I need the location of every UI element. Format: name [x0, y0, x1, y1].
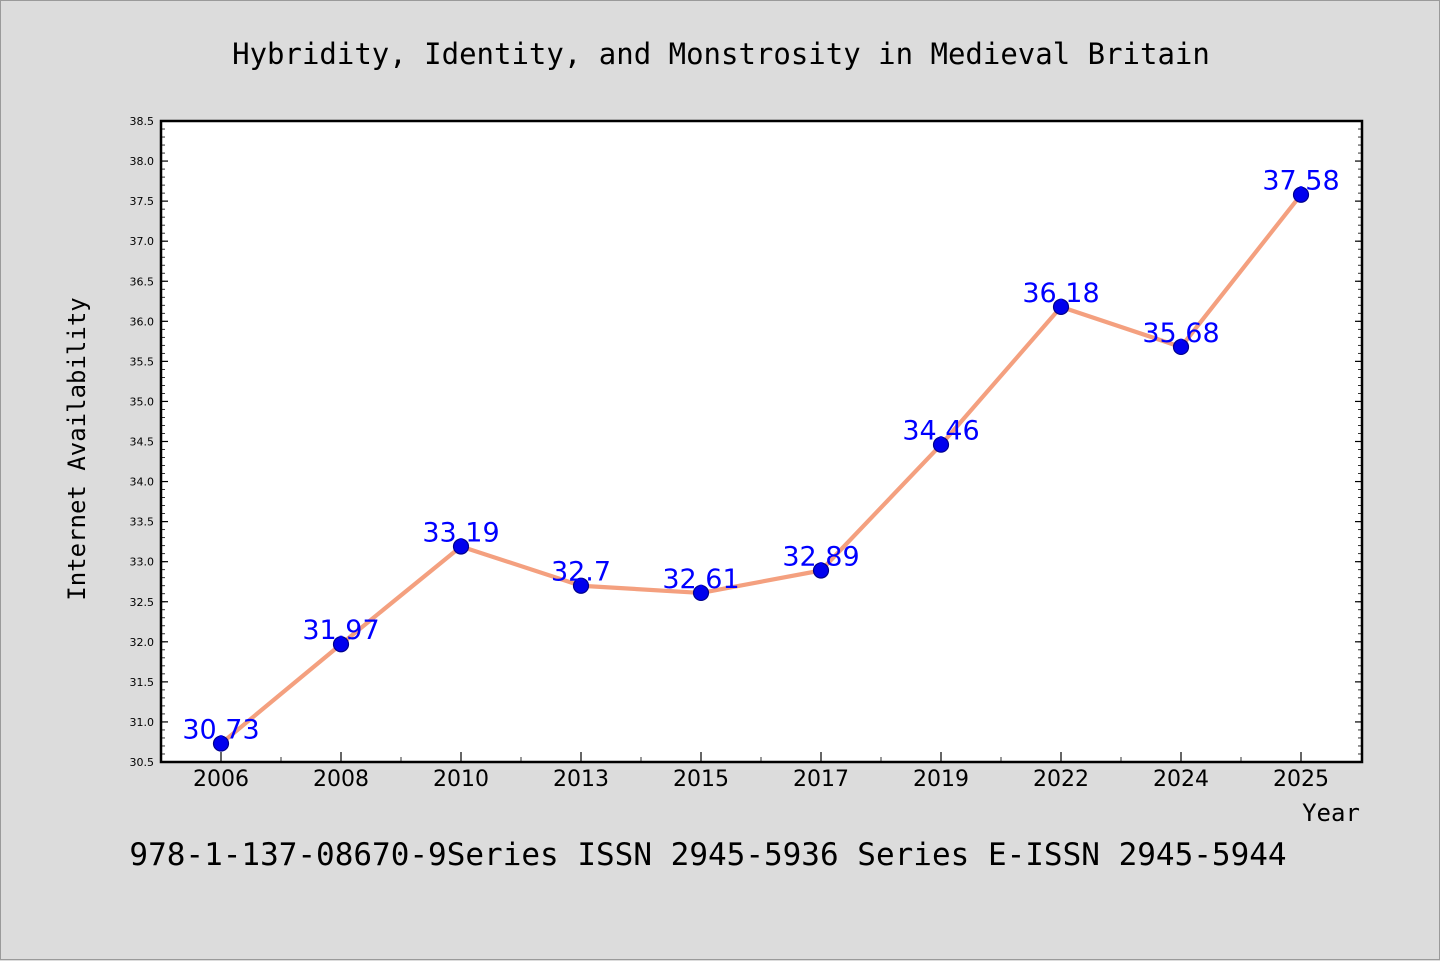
footer-text: 978-1-137-08670-9Series ISSN 2945-5936 S… [129, 837, 1286, 873]
x-tick-label: 2008 [313, 767, 369, 792]
data-point [452, 538, 470, 555]
x-axis-label: Year [1302, 799, 1360, 827]
data-point [572, 577, 590, 594]
data-label: 32.61 [662, 564, 739, 595]
x-tick-label: 2013 [553, 767, 609, 792]
y-tick-label: 36.0 [130, 315, 155, 328]
series-line [218, 192, 1304, 746]
data-point [932, 436, 950, 453]
y-axis-label: Internet Availability [63, 297, 91, 600]
y-tick-label: 34.5 [130, 436, 155, 449]
y-tick-label: 33.0 [130, 556, 155, 569]
data-point [1172, 338, 1190, 356]
data-point [1292, 186, 1310, 203]
x-tick-label: 2006 [193, 767, 249, 792]
y-tick-label: 38.0 [130, 155, 155, 168]
x-axis: 2006 2008 2010 2013 2015 2017 2019 2022 2024 2025 [193, 752, 1329, 792]
data-label: 36.18 [1022, 278, 1099, 309]
y-tick-label: 37.0 [130, 235, 155, 248]
chart-title: Hybridity, Identity, and Monstrosity in … [232, 37, 1210, 71]
y-tick-label: 31.0 [130, 716, 155, 729]
data-label: 30.73 [182, 715, 259, 746]
series-line-group [218, 192, 1304, 746]
data-label: 35.68 [1142, 318, 1219, 349]
y-tick-label: 35.0 [130, 395, 155, 408]
x-tick-label: 2019 [913, 767, 969, 792]
y-tick-label: 33.5 [130, 516, 155, 529]
data-label: 32.89 [782, 542, 859, 573]
y-tick-label: 32.5 [130, 596, 155, 609]
data-point [332, 636, 350, 653]
data-point [212, 735, 230, 752]
y-tick-label: 38.5 [130, 115, 155, 128]
x-tick-label: 2022 [1033, 767, 1089, 792]
x-tick-label: 2015 [673, 767, 729, 792]
x-tick-label: 2025 [1273, 767, 1329, 792]
y-tick-label: 35.5 [130, 355, 155, 368]
data-label: 32.7 [551, 557, 611, 588]
x-tick-label: 2017 [793, 767, 849, 792]
plot-area [159, 119, 1364, 764]
data-label: 34.46 [902, 416, 979, 447]
y-tick-label: 34.0 [130, 476, 155, 489]
y-tick-label: 30.5 [130, 756, 155, 769]
data-label: 33.19 [422, 517, 499, 548]
y-tick-label: 32.0 [130, 636, 155, 649]
data-labels: 30.73 31.97 33.19 32.7 32.61 32.89 34.46 36.18 3… [182, 166, 1339, 746]
y-tick-label: 37.5 [130, 195, 155, 208]
y-tick-label: 36.5 [130, 275, 155, 288]
x-tick-label: 2024 [1153, 767, 1209, 792]
y-tick-label: 31.5 [130, 676, 155, 689]
data-point [1052, 298, 1070, 315]
data-label: 31.97 [302, 615, 379, 646]
x-tick-label: 2010 [433, 767, 489, 792]
data-point [812, 562, 830, 579]
data-points [212, 186, 1310, 752]
data-label: 37.58 [1262, 166, 1339, 197]
data-point [692, 584, 710, 602]
y-axis: 30.5 31.0 31.5 32.0 32.5 33.0 33.5 34.0 34.5 35.0… [130, 115, 1362, 769]
